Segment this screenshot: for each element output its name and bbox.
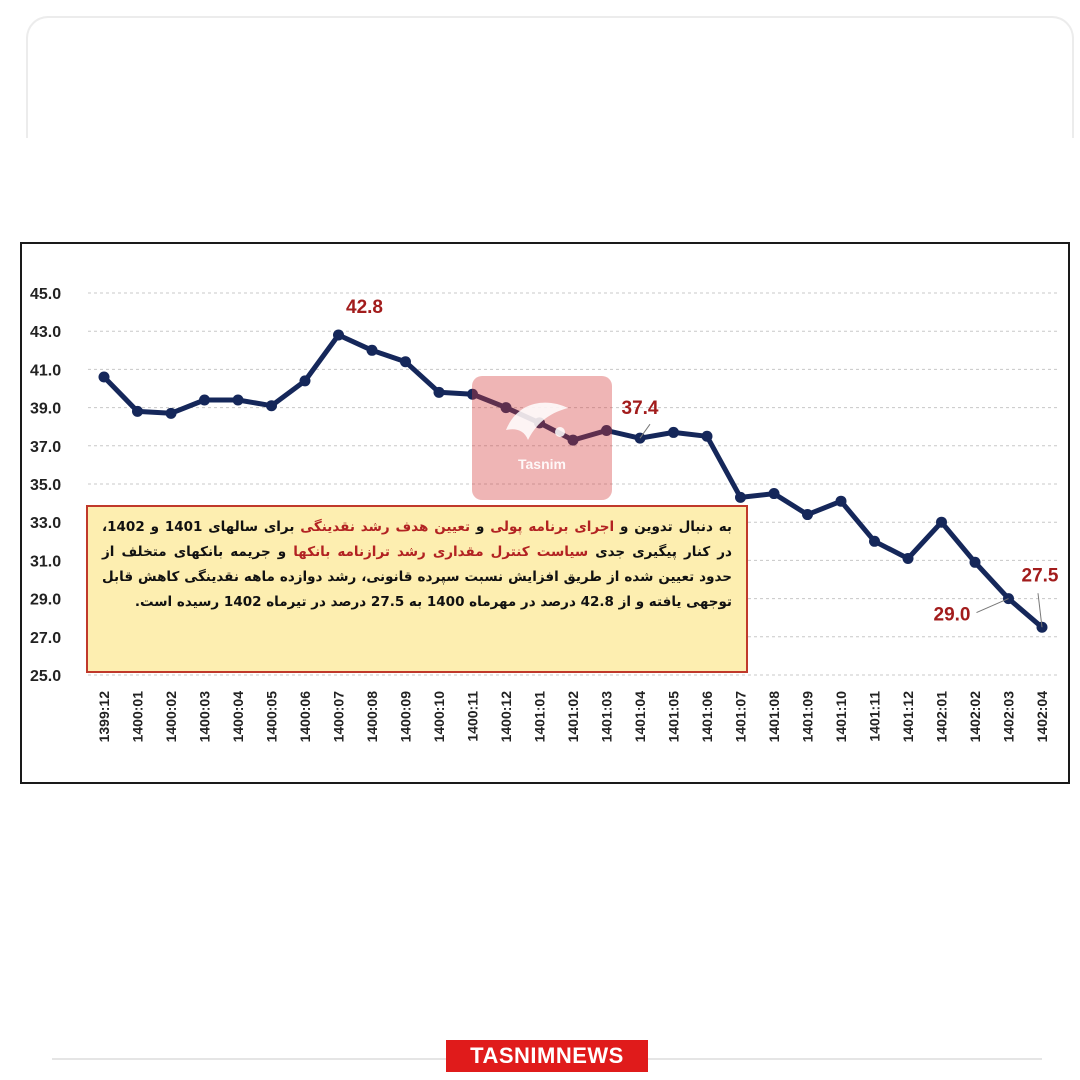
x-tick-label: 1401:08 bbox=[766, 691, 782, 743]
liquidity-growth-chart: 45.0 43.0 41.0 39.0 37.0 35.0 33.0 31.0 29.0 27.0… bbox=[30, 286, 1059, 743]
annotation-callout-box: به دنبال تدوین و اجرای برنامه پولی و تعی… bbox=[86, 505, 748, 673]
y-tick-label: 35.0 bbox=[30, 477, 61, 494]
data-point bbox=[567, 434, 579, 446]
x-tick-label: 1401:06 bbox=[699, 691, 715, 743]
x-tick-label: 1401:12 bbox=[900, 691, 916, 743]
data-point bbox=[869, 535, 880, 547]
data-point bbox=[366, 344, 378, 356]
y-tick-label: 29.0 bbox=[30, 592, 61, 609]
data-point bbox=[98, 371, 110, 383]
x-tick-label: 1402:02 bbox=[967, 691, 983, 743]
callout-text-4: و جریمه بانکهای متخلف از حدود تعیین شده … bbox=[102, 544, 732, 610]
y-tick-label: 27.0 bbox=[30, 630, 61, 647]
x-tick-label: 1401:04 bbox=[632, 691, 648, 743]
data-point bbox=[601, 425, 612, 437]
x-tick-label: 1401:09 bbox=[800, 691, 816, 743]
data-label: 37.4 bbox=[622, 398, 659, 419]
data-point bbox=[199, 394, 210, 406]
top-card-outline bbox=[26, 16, 1074, 138]
callout-highlight-3: سیاست کنترل مقداری رشد ترازنامه بانکها bbox=[293, 544, 589, 560]
data-point bbox=[701, 430, 713, 442]
x-tick-label: 1401:05 bbox=[666, 691, 682, 743]
y-tick-label: 43.0 bbox=[30, 324, 61, 341]
x-tick-label: 1400:04 bbox=[230, 691, 246, 743]
x-tick-label: 1401:11 bbox=[867, 691, 883, 742]
data-point bbox=[232, 394, 244, 406]
data-point bbox=[132, 405, 143, 417]
annotation-leader bbox=[976, 598, 1009, 614]
x-tick-label: 1402:03 bbox=[1001, 691, 1017, 743]
y-tick-label: 37.0 bbox=[30, 439, 61, 456]
x-tick-label: 1399:12 bbox=[96, 691, 112, 743]
data-label: 27.5 bbox=[1022, 565, 1059, 586]
annotation-leader bbox=[639, 423, 651, 439]
annotation-leader bbox=[1037, 593, 1043, 628]
x-tick-label: 1400:03 bbox=[197, 691, 213, 743]
x-tick-label: 1400:01 bbox=[130, 691, 146, 743]
data-point bbox=[400, 356, 411, 368]
data-point bbox=[668, 426, 679, 438]
x-tick-label: 1402:01 bbox=[934, 691, 950, 743]
x-tick-label: 1402:04 bbox=[1034, 691, 1050, 743]
data-point bbox=[902, 552, 914, 564]
data-point bbox=[467, 388, 478, 400]
watermark-text: Tasnim bbox=[518, 456, 566, 472]
y-tick-label: 41.0 bbox=[30, 362, 61, 379]
data-label: 29.0 bbox=[934, 605, 971, 626]
x-tick-label: 1400:07 bbox=[331, 691, 347, 743]
data-label: 42.8 bbox=[346, 297, 383, 318]
footer-brand-badge: TASNIMNEWS bbox=[446, 1040, 648, 1072]
x-tick-label: 1400:05 bbox=[264, 691, 280, 743]
data-point bbox=[969, 556, 981, 568]
x-tick-label: 1401:01 bbox=[532, 691, 548, 743]
data-point bbox=[266, 400, 277, 412]
x-tick-label: 1400:10 bbox=[431, 691, 447, 743]
data-point bbox=[936, 516, 947, 528]
x-tick-label: 1400:11 bbox=[465, 691, 481, 742]
data-point bbox=[802, 509, 813, 521]
callout-text-1: به دنبال تدوین و bbox=[614, 519, 732, 535]
x-tick-label: 1400:09 bbox=[398, 691, 414, 743]
data-point bbox=[1003, 593, 1014, 605]
callout-text-2: و bbox=[470, 519, 491, 535]
callout-highlight-1: اجرای برنامه پولی bbox=[490, 519, 615, 535]
data-point bbox=[735, 491, 746, 503]
data-point bbox=[500, 402, 512, 414]
data-point bbox=[835, 495, 847, 507]
y-tick-label: 25.0 bbox=[30, 668, 61, 685]
x-tick-label: 1400:02 bbox=[163, 691, 179, 743]
y-tick-label: 31.0 bbox=[30, 553, 61, 570]
data-point bbox=[433, 386, 445, 398]
x-tick-label: 1401:03 bbox=[599, 691, 615, 743]
tasnim-watermark-logo: Tasnim bbox=[472, 376, 612, 500]
data-point bbox=[299, 375, 311, 387]
y-tick-label: 39.0 bbox=[30, 401, 61, 418]
data-point bbox=[333, 329, 344, 341]
tasnim-logo-icon bbox=[506, 402, 568, 440]
y-tick-label: 45.0 bbox=[30, 286, 61, 303]
callout-highlight-2: تعیین هدف رشد نقدینگی bbox=[300, 519, 471, 535]
x-tick-label: 1401:02 bbox=[565, 691, 581, 743]
x-tick-label: 1400:12 bbox=[498, 691, 514, 743]
x-tick-label: 1401:07 bbox=[733, 691, 749, 743]
x-tick-label: 1400:06 bbox=[297, 691, 313, 743]
y-tick-label: 33.0 bbox=[30, 515, 61, 532]
callout-text-3: برای سالهای 1401 و 1402، در کنار پیگیری … bbox=[102, 519, 732, 560]
x-tick-label: 1401:10 bbox=[833, 691, 849, 743]
data-point bbox=[165, 407, 177, 419]
x-tick-label: 1400:08 bbox=[364, 691, 380, 743]
data-point bbox=[768, 488, 780, 500]
